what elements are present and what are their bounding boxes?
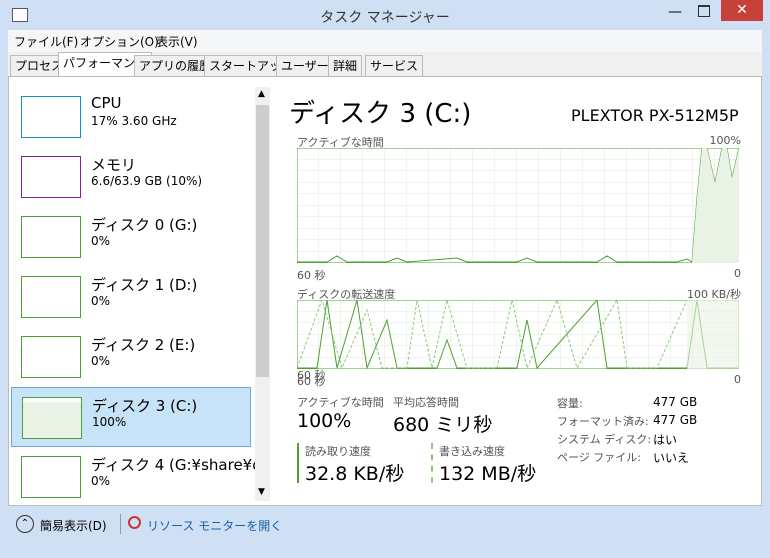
stat-value: 100% — [297, 410, 352, 432]
fewer-details[interactable]: 簡易表示(D) — [40, 519, 107, 533]
scroll-up[interactable]: ▲ — [258, 89, 265, 99]
chart-time: 60 秒 — [297, 375, 326, 388]
menu-item[interactable]: ファイル(F) — [14, 35, 79, 49]
thumbnail — [22, 397, 82, 439]
active-time-chart — [297, 148, 739, 263]
separator — [120, 514, 121, 534]
property-label: システム ディスク: — [557, 433, 652, 446]
disk-title: ディスク 3 (C:) — [289, 99, 472, 129]
app-icon — [12, 8, 28, 22]
window-title: タスク マネージャー — [320, 10, 450, 26]
tab[interactable]: スタートアップ — [204, 55, 299, 76]
item-detail: 0% — [91, 354, 111, 368]
property-value: はい — [653, 433, 678, 447]
chart-label: ディスクの転送速度 — [297, 288, 396, 301]
stat-value: 32.8 KB/秒 — [305, 463, 405, 485]
maximize-button[interactable] — [698, 5, 710, 17]
menu-item[interactable]: オプション(O) — [80, 35, 159, 49]
scroll-thumb[interactable] — [256, 105, 269, 377]
menu-item[interactable]: 表示(V) — [156, 35, 198, 49]
property-label: ページ ファイル: — [557, 451, 641, 464]
fewer-icon[interactable]: ⌃ — [16, 515, 34, 533]
sidebar: CPU 17% 3.60 GHz メモリ 6.6/63.9 GB (10%) ディスク … — [11, 87, 255, 501]
property-value: 477 GB — [653, 395, 698, 409]
chart-min: 0 — [734, 373, 741, 386]
chart-min: 0 — [734, 267, 741, 280]
scroll-down[interactable]: ▼ — [258, 487, 265, 497]
stat-value: 680 ミリ秒 — [393, 414, 493, 436]
chart-time: 60 秒 — [297, 369, 326, 382]
sidebar-item[interactable]: ディスク 3 (C:) 100% — [11, 387, 251, 447]
item-detail: 6.6/63.9 GB (10%) — [91, 174, 203, 188]
content-panel: CPU 17% 3.60 GHz メモリ 6.6/63.9 GB (10%) ディスク … — [8, 76, 762, 506]
read-indicator — [297, 443, 299, 483]
stat-label: 平均応答時間 — [393, 396, 459, 409]
resource-monitor-link[interactable]: リソース モニターを開く — [147, 519, 283, 533]
sidebar-item[interactable]: メモリ 6.6/63.9 GB (10%) — [11, 147, 249, 205]
stat-label: アクティブな時間 — [297, 396, 384, 409]
stat-value: 132 MB/秒 — [439, 463, 537, 485]
item-name: ディスク 3 (C:) — [92, 397, 198, 415]
property-value: 477 GB — [653, 413, 698, 427]
thumbnail — [21, 336, 81, 378]
thumbnail — [21, 216, 81, 258]
tab[interactable]: ユーザー — [276, 55, 334, 76]
chart-max: 100 KB/秒 — [687, 288, 741, 301]
item-name: ディスク 2 (E:) — [91, 336, 196, 354]
sidebar-item[interactable]: ディスク 0 (G:) 0% — [11, 207, 249, 265]
thumbnail — [21, 276, 81, 318]
tab[interactable]: 詳細 — [328, 55, 363, 76]
close-button[interactable]: ✕ — [721, 0, 763, 21]
stat-label: 書き込み速度 — [439, 445, 505, 458]
chart-max: 100% — [709, 134, 741, 147]
sidebar-item[interactable]: ディスク 4 (G:¥share¥c 0% — [11, 447, 255, 501]
item-detail: 17% 3.60 GHz — [91, 114, 177, 128]
item-detail: 100% — [92, 415, 127, 429]
item-name: ディスク 4 (G:¥share¥c — [91, 456, 255, 474]
property-label: フォーマット済み: — [557, 415, 649, 428]
property-value: いいえ — [653, 451, 690, 465]
item-name: ディスク 0 (G:) — [91, 216, 198, 234]
item-name: ディスク 1 (D:) — [91, 276, 198, 294]
stat-label: 読み取り速度 — [305, 445, 371, 458]
sidebar-item[interactable]: CPU 17% 3.60 GHz — [11, 87, 249, 145]
item-detail: 0% — [91, 234, 111, 248]
transfer-chart — [297, 300, 739, 369]
scrollbar[interactable]: ▲ ▼ — [255, 87, 270, 501]
property-label: 容量: — [557, 397, 583, 410]
chart-time: 60 秒 — [297, 269, 326, 282]
minimize-button[interactable]: — — [668, 4, 682, 20]
tab[interactable]: プロセス — [10, 55, 69, 76]
item-name: メモリ — [91, 156, 137, 174]
thumbnail — [21, 96, 81, 138]
item-detail: 0% — [91, 294, 111, 308]
thumbnail — [21, 156, 81, 198]
item-name: CPU — [91, 94, 122, 112]
monitor-icon[interactable] — [128, 516, 141, 529]
tab[interactable]: サービス — [365, 55, 424, 76]
disk-model: PLEXTOR PX-512M5P — [571, 106, 739, 125]
chart-label: アクティブな時間 — [297, 136, 384, 149]
item-detail: 0% — [91, 474, 111, 488]
sidebar-item[interactable]: ディスク 1 (D:) 0% — [11, 267, 249, 325]
thumbnail — [21, 456, 81, 498]
menu-bar: ファイル(F) オプション(O) 表示(V) — [8, 30, 762, 52]
write-indicator — [431, 443, 433, 483]
sidebar-item[interactable]: ディスク 2 (E:) 0% — [11, 327, 249, 385]
